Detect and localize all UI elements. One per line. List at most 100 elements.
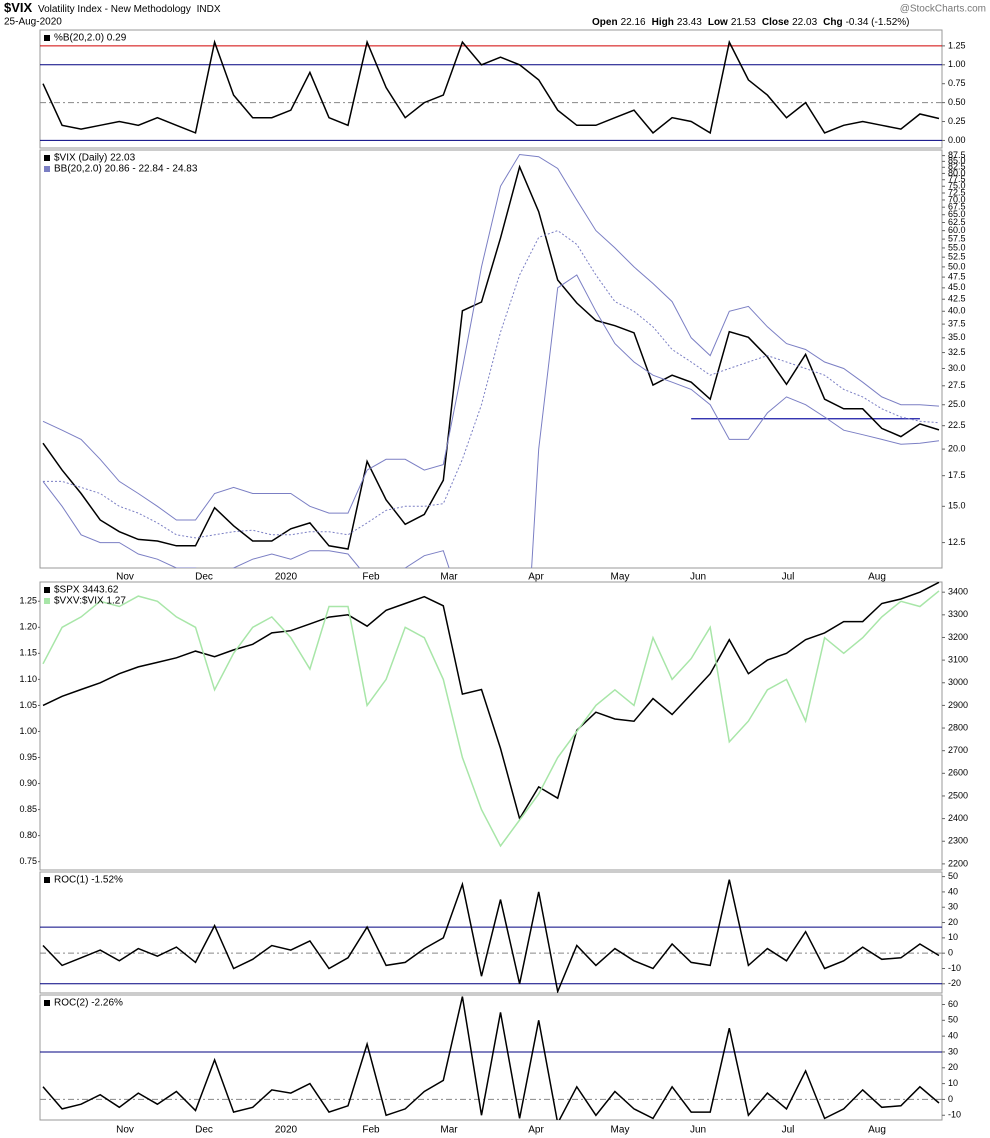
y-tick-label: 1.25 xyxy=(19,596,37,606)
y-tick-label: 20.0 xyxy=(948,443,966,453)
y-tick-label: 0.85 xyxy=(19,804,37,814)
y-tick-label: 80.0 xyxy=(948,168,966,178)
y-tick-label: 2600 xyxy=(948,768,968,778)
exchange: INDX xyxy=(197,4,221,15)
x-tick-label: Jun xyxy=(690,572,706,583)
series-line xyxy=(42,582,940,821)
y-tick-label: 1.15 xyxy=(19,648,37,658)
y-tick-label: 42.5 xyxy=(948,294,966,304)
y-tick-label: 70.0 xyxy=(948,194,966,204)
y-tick-label: 0.95 xyxy=(19,752,37,762)
y-tick-label: -10 xyxy=(948,963,961,973)
quote-label: Close xyxy=(762,17,790,28)
legend-label: ROC(1) -1.52% xyxy=(54,875,123,886)
y-tick-label: -20 xyxy=(948,978,961,988)
y-tick-label: 2300 xyxy=(948,836,968,846)
series-line xyxy=(42,996,940,1120)
quote-value: 23.43 xyxy=(677,17,702,28)
y-tick-label: 0.90 xyxy=(19,778,37,788)
series-line xyxy=(42,39,940,135)
y-tick-label: 2800 xyxy=(948,722,968,732)
series-line xyxy=(42,164,940,550)
y-tick-label: 45.0 xyxy=(948,282,966,292)
legend-label: $VIX (Daily) 22.03 xyxy=(54,153,136,164)
quote-value: 21.53 xyxy=(731,17,756,28)
y-tick-label: 40 xyxy=(948,1031,958,1041)
panel-frame xyxy=(39,994,943,1121)
y-tick-label: 40 xyxy=(948,886,958,896)
y-tick-label: 47.5 xyxy=(948,271,966,281)
y-tick-label: 30.0 xyxy=(948,363,966,373)
y-tick-label: 57.5 xyxy=(948,233,966,243)
y-tick-label: 1.25 xyxy=(948,40,966,50)
y-tick-label: 0.75 xyxy=(948,78,966,88)
panel-frame xyxy=(39,149,943,569)
y-tick-label: 10 xyxy=(948,932,958,942)
legend-marker xyxy=(44,35,50,41)
y-tick-label: 1.10 xyxy=(19,674,37,684)
band-lower xyxy=(42,274,940,568)
y-tick-label: 20 xyxy=(948,917,958,927)
legend-label: $SPX 3443.62 xyxy=(54,585,119,596)
x-tick-label: Nov xyxy=(116,1125,134,1136)
x-tick-label: 2020 xyxy=(275,1125,298,1136)
title-line: $VIX Volatility Index - New Methodology … xyxy=(4,0,221,15)
y-tick-label: 17.5 xyxy=(948,470,966,480)
y-tick-label: 52.5 xyxy=(948,252,966,262)
y-tick-label: 3300 xyxy=(948,609,968,619)
y-tick-label: 3000 xyxy=(948,677,968,687)
quote-label: Low xyxy=(708,17,728,28)
x-tick-label: Apr xyxy=(528,572,544,583)
quote-value: 22.16 xyxy=(621,17,646,28)
y-tick-label: 1.00 xyxy=(19,726,37,736)
y-tick-label: 25.0 xyxy=(948,399,966,409)
y-tick-label: 50 xyxy=(948,1015,958,1025)
date: 25-Aug-2020 xyxy=(4,17,62,28)
legend-marker xyxy=(44,166,50,172)
legend-label: ROC(2) -2.26% xyxy=(54,998,123,1009)
legend-marker xyxy=(44,598,50,604)
x-tick-label: Feb xyxy=(362,1125,380,1136)
y-tick-label: 62.5 xyxy=(948,217,966,227)
y-tick-label: 0.75 xyxy=(19,856,37,866)
x-tick-label: May xyxy=(611,572,630,583)
y-tick-label: 72.5 xyxy=(948,187,966,197)
y-tick-label: 1.05 xyxy=(19,700,37,710)
y-tick-label: 22.5 xyxy=(948,420,966,430)
panel-frame xyxy=(39,29,943,149)
y-tick-label: 60 xyxy=(948,999,958,1009)
quote-label: Open xyxy=(592,17,618,28)
y-tick-label: 82.5 xyxy=(948,162,966,172)
y-tick-label: 2700 xyxy=(948,745,968,755)
x-tick-label: Aug xyxy=(868,1125,886,1136)
y-tick-label: 12.5 xyxy=(948,537,966,547)
legend-marker xyxy=(44,877,50,883)
quote: Open 22.16 High 23.43 Low 21.53 Close 22.03 Chg -… xyxy=(592,17,910,28)
y-tick-label: -10 xyxy=(948,1110,961,1120)
y-tick-label: 35.0 xyxy=(948,332,966,342)
y-tick-label: 15.0 xyxy=(948,501,966,511)
y-tick-label: 1.00 xyxy=(948,59,966,69)
y-tick-label: 27.5 xyxy=(948,380,966,390)
y-tick-label: 55.0 xyxy=(948,242,966,252)
x-tick-label: Jul xyxy=(782,1125,795,1136)
y-tick-label: 65.0 xyxy=(948,209,966,219)
band-upper xyxy=(42,153,940,521)
x-tick-label: Aug xyxy=(868,572,886,583)
quote-value: -0.34 (-1.52%) xyxy=(846,17,910,28)
x-tick-label: Dec xyxy=(195,1125,213,1136)
series-line xyxy=(42,590,940,848)
y-tick-label: 10 xyxy=(948,1078,958,1088)
y-tick-label: 0.50 xyxy=(948,97,966,107)
y-tick-label: 0.25 xyxy=(948,116,966,126)
x-tick-label: Dec xyxy=(195,572,213,583)
x-tick-label: May xyxy=(611,1125,630,1136)
x-tick-label: Jul xyxy=(782,572,795,583)
y-tick-label: 2500 xyxy=(948,790,968,800)
x-tick-label: Mar xyxy=(440,572,458,583)
x-tick-label: Apr xyxy=(528,1125,544,1136)
y-tick-label: 50.0 xyxy=(948,261,966,271)
panel-frame xyxy=(39,581,943,871)
quote-label: Chg xyxy=(823,17,842,28)
y-tick-label: 32.5 xyxy=(948,347,966,357)
